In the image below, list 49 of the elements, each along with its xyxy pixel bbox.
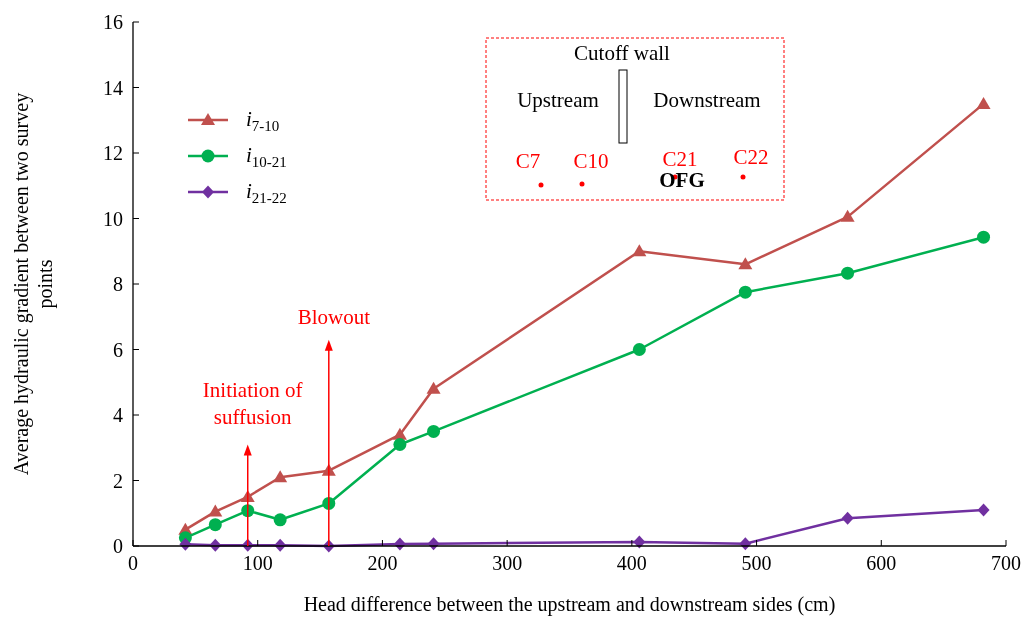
annotation: C7 [515, 149, 541, 173]
point [977, 230, 991, 244]
point [427, 424, 441, 438]
annotation: C21 [662, 147, 698, 171]
x-tick-label: 700 [991, 552, 1021, 574]
annotation: Upstream [517, 88, 599, 112]
y-tick-label: 0 [113, 535, 123, 557]
y-tick-label: 12 [103, 142, 123, 164]
x-tick-label: 300 [492, 552, 523, 574]
y-tick-label: 16 [103, 11, 123, 33]
point [840, 209, 855, 222]
point [393, 437, 407, 451]
legend-label: i$_{7-10}$ [246, 107, 280, 134]
y-tick-label: 2 [113, 469, 123, 492]
point [273, 470, 288, 483]
x-tick-label: 100 [242, 552, 273, 574]
y-tick-label: 6 [113, 338, 123, 361]
x-tick-label: 0 [128, 552, 138, 574]
annotation: Downstream [653, 88, 761, 112]
y-axis-title: Average hydraulic gradient between two survey points [10, 92, 57, 476]
y-tick-label: 10 [103, 207, 123, 230]
legend-label: i$_{10-21}$ [246, 143, 287, 170]
point [977, 503, 990, 517]
ref-line-label: Initiation of suffusion [202, 378, 303, 430]
point [208, 504, 223, 517]
x-tick-label: 500 [741, 552, 772, 574]
point [426, 381, 441, 394]
x-tick-label: 600 [866, 552, 897, 574]
annotation: Cutoff wall [574, 41, 671, 65]
annotation: C22 [733, 145, 769, 169]
point [632, 343, 646, 356]
point [632, 244, 647, 257]
ref-line-label: Blowout [297, 304, 371, 329]
point [273, 513, 287, 527]
annotation: OFG [659, 168, 705, 192]
y-tick-label: 4 [113, 404, 123, 426]
y-tick-label: 14 [103, 76, 123, 99]
x-axis-title: Head difference between the upstream and downstream sides (cm) [303, 593, 836, 616]
x-tick-label: 400 [616, 552, 647, 574]
legend-label: i$_{21-22}$ [246, 179, 287, 206]
point [841, 511, 854, 525]
point [976, 96, 991, 109]
x-tick-label: 200 [367, 552, 398, 574]
point [738, 257, 753, 270]
annotation: C10 [573, 149, 609, 173]
point [841, 266, 855, 280]
y-tick-label: 8 [113, 273, 123, 295]
point [208, 518, 222, 532]
point [738, 285, 752, 299]
